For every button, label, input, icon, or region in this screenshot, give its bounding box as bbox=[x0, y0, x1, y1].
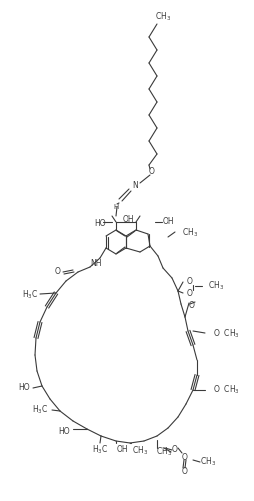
Text: CH$_3$: CH$_3$ bbox=[199, 456, 215, 468]
Text: O: O bbox=[181, 452, 187, 461]
Text: H$_3$C: H$_3$C bbox=[91, 444, 108, 456]
Text: O: O bbox=[171, 445, 177, 454]
Text: NH: NH bbox=[90, 260, 101, 269]
Text: OH: OH bbox=[122, 214, 133, 223]
Text: H$_3$C: H$_3$C bbox=[22, 289, 38, 301]
Text: OH: OH bbox=[116, 445, 127, 454]
Text: H: H bbox=[113, 204, 118, 210]
Text: CH$_3$: CH$_3$ bbox=[155, 446, 171, 458]
Text: HO: HO bbox=[94, 218, 105, 227]
Text: CH$_3$: CH$_3$ bbox=[181, 227, 197, 239]
Text: O: O bbox=[181, 467, 187, 476]
Text: O  CH$_3$: O CH$_3$ bbox=[212, 384, 239, 396]
Text: HO: HO bbox=[58, 427, 70, 436]
Text: O: O bbox=[55, 268, 61, 277]
Text: N: N bbox=[132, 181, 137, 190]
Text: CH$_3$: CH$_3$ bbox=[131, 445, 148, 457]
Text: H$_3$C: H$_3$C bbox=[31, 404, 48, 416]
Text: CH$_3$: CH$_3$ bbox=[154, 11, 170, 23]
Text: O: O bbox=[188, 302, 194, 311]
Text: O: O bbox=[149, 167, 154, 176]
Text: O  CH$_3$: O CH$_3$ bbox=[212, 328, 239, 340]
Text: CH$_3$: CH$_3$ bbox=[207, 280, 223, 292]
Text: HO: HO bbox=[18, 383, 30, 392]
Text: O: O bbox=[186, 289, 192, 298]
Text: OH: OH bbox=[162, 217, 173, 226]
Text: O: O bbox=[186, 278, 192, 287]
